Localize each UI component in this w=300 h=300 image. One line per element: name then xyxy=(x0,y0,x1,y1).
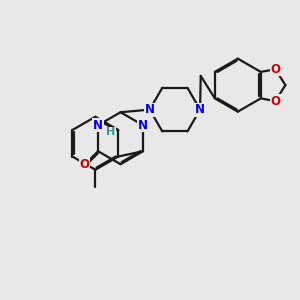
Text: N: N xyxy=(195,103,205,116)
Text: N: N xyxy=(138,119,148,132)
Text: H: H xyxy=(106,127,116,137)
Text: O: O xyxy=(80,158,90,171)
Text: N: N xyxy=(145,103,155,116)
Text: N: N xyxy=(93,119,103,132)
Text: O: O xyxy=(270,63,280,76)
Text: O: O xyxy=(270,94,280,108)
